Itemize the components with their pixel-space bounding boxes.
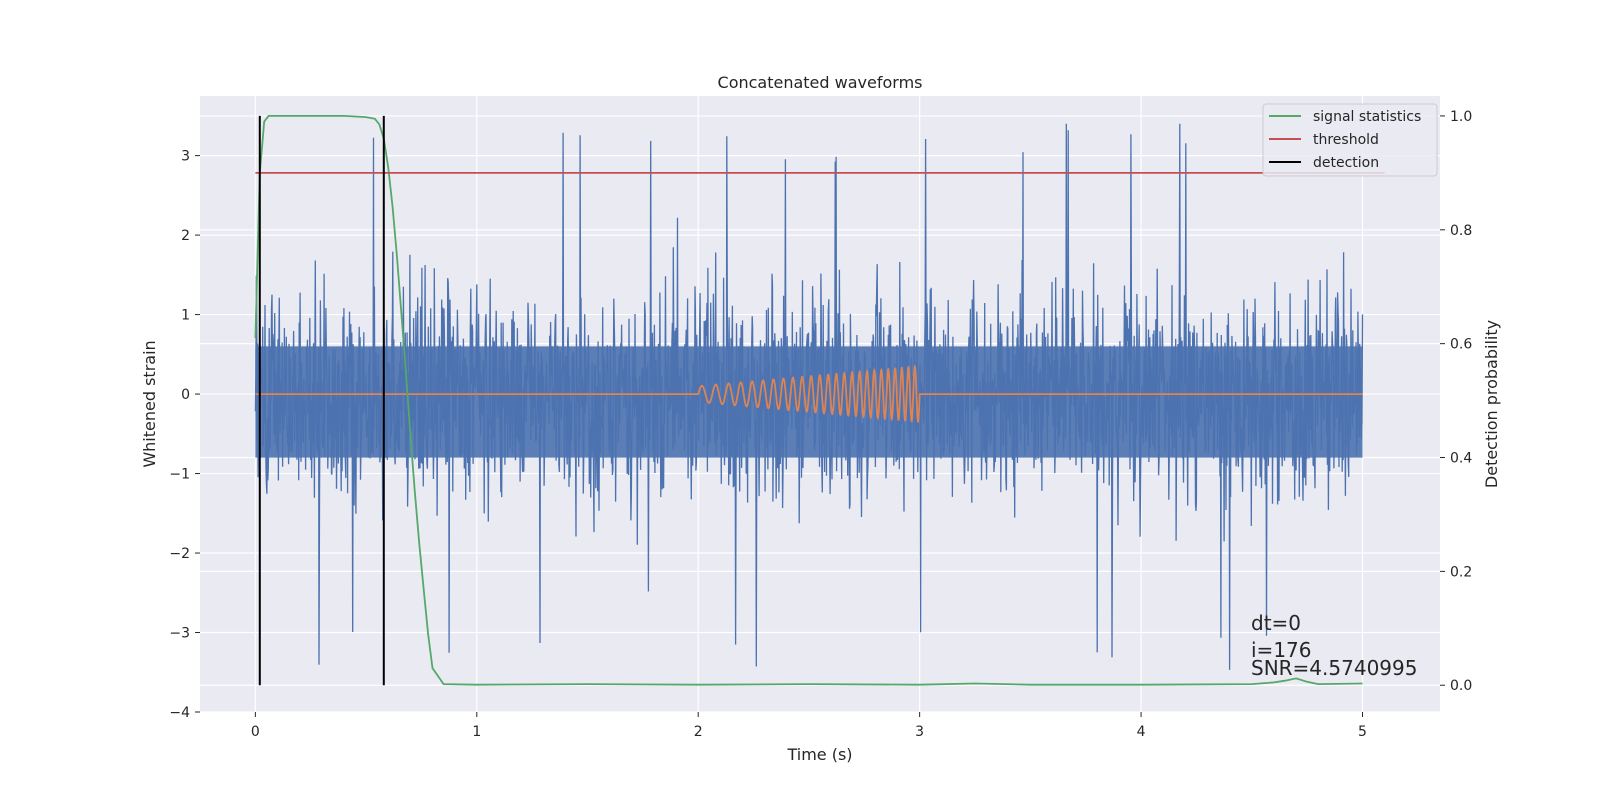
y-right-tick-label: 0.2 <box>1450 564 1472 580</box>
y-left-tick-label: −2 <box>169 546 190 562</box>
tick-labels: 0 1 2 3 4 5 −4 −3 −2 −1 0 1 2 3 0.0 0.2 0.4 0.6 0.8 1.0 <box>169 109 1472 740</box>
y-axis-label-left: Whitened strain <box>140 340 159 467</box>
y-left-tick-label: −4 <box>169 705 190 721</box>
chart-marks <box>254 115 1385 686</box>
annotation-snr: SNR=4.5740995 <box>1251 656 1417 680</box>
x-tick-label: 5 <box>1358 724 1367 740</box>
y-left-tick-label: −1 <box>169 467 190 483</box>
x-tick-label: 1 <box>472 724 481 740</box>
y-right-tick-label: 0.8 <box>1450 223 1472 239</box>
x-tick-label: 0 <box>251 724 260 740</box>
legend-box <box>1262 103 1438 177</box>
y-left-tick-label: 2 <box>181 228 190 244</box>
x-tick-label: 4 <box>1137 724 1146 740</box>
series-injected-chirp <box>255 364 1363 424</box>
y-axis-label-right: Detection probability <box>1482 320 1501 488</box>
x-axis-label: Time (s) <box>786 745 852 764</box>
legend: signal statistics threshold detection <box>1262 103 1438 177</box>
x-tick-label: 2 <box>694 724 703 740</box>
y-left-tick-label: 3 <box>181 149 190 165</box>
annotation-dt: dt=0 <box>1251 611 1301 635</box>
legend-label-signal-statistics: signal statistics <box>1313 109 1421 125</box>
legend-label-threshold: threshold <box>1313 132 1379 148</box>
annotation-block: dt=0 i=176 SNR=4.5740995 <box>1251 611 1417 680</box>
y-right-tick-label: 0.4 <box>1450 451 1472 467</box>
y-left-tick-label: −3 <box>169 626 190 642</box>
legend-label-detection: detection <box>1313 155 1379 171</box>
annotation-index: i=176 <box>1251 638 1312 662</box>
y-right-tick-label: 0.6 <box>1450 337 1472 353</box>
x-tick-label: 3 <box>915 724 924 740</box>
y-right-tick-label: 0.0 <box>1450 678 1472 694</box>
y-right-tick-label: 1.0 <box>1450 109 1472 125</box>
series-signal-statistics <box>254 115 1363 686</box>
y-left-tick-label: 1 <box>181 308 190 324</box>
chart-title: Concatenated waveforms <box>718 73 923 92</box>
y-left-tick-label: 0 <box>181 387 190 403</box>
